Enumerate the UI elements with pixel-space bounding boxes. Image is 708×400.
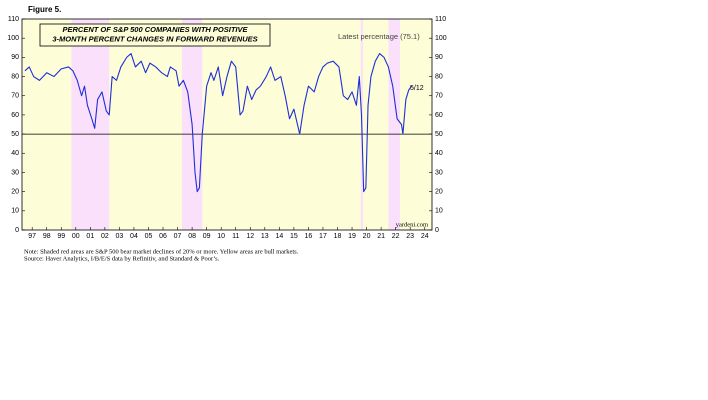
note: Source: Haver Analytics, I/B/E/S data by… (24, 255, 220, 262)
x-tick-label: 19 (348, 233, 356, 240)
x-tick-label: 23 (406, 233, 414, 240)
chart-title: 3-MONTH PERCENT CHANGES IN FORWARD REVEN… (52, 34, 257, 43)
x-tick-label: 06 (159, 233, 167, 240)
y-tick-label: 0 (15, 227, 19, 234)
y-tick-label: 110 (8, 16, 19, 23)
title-box (39, 23, 271, 47)
chart-title: PERCENT OF S&P 500 COMPANIES WITH POSITI… (62, 25, 248, 34)
y2-tick-label: 50 (435, 131, 443, 138)
bear-markets (388, 19, 401, 230)
annotation: Latest percentage (75.1) (338, 32, 420, 41)
bull-markets (22, 19, 72, 230)
y-tick-label: 80 (11, 73, 19, 80)
x-tick-label: 03 (116, 233, 124, 240)
bull-markets (400, 19, 432, 230)
x-tick-label: 21 (377, 233, 385, 240)
x-tick-label: 18 (334, 233, 342, 240)
x-tick-label: 01 (86, 233, 94, 240)
y-tick-label: 20 (11, 188, 19, 195)
y2-tick-label: 70 (435, 93, 443, 100)
y2-tick-label: 90 (435, 54, 443, 61)
y-tick-label: 50 (11, 131, 19, 138)
x-tick-label: 22 (392, 233, 400, 240)
y-tick-label: 60 (11, 112, 19, 119)
x-tick-label: 07 (174, 233, 182, 240)
x-tick-label: 16 (305, 233, 313, 240)
annotation: 5/12 (410, 85, 424, 92)
bull-markets (109, 19, 182, 230)
y-tick-label: 10 (11, 208, 19, 215)
y2-tick-label: 30 (435, 169, 443, 176)
series-line (24, 52, 413, 193)
y2-tick-label: 40 (435, 150, 443, 157)
x-tick-label: 14 (275, 233, 283, 240)
bull-markets (362, 19, 389, 230)
x-tick-label: 08 (188, 233, 196, 240)
bull-markets (202, 19, 361, 230)
x-tick-label: 17 (319, 233, 327, 240)
annotation: yardeni.com (396, 221, 428, 228)
note: Note: Shaded red areas are S&P 500 bear … (24, 248, 299, 255)
y-tick-label: 100 (7, 35, 19, 42)
x-tick-label: 00 (72, 233, 80, 240)
y2-tick-label: 110 (435, 16, 446, 23)
x-tick-label: 05 (145, 233, 153, 240)
bands (22, 19, 432, 230)
y2-tick-label: 10 (435, 208, 443, 215)
y-tick-label: 40 (11, 150, 19, 157)
frame (21, 18, 433, 231)
x-tick-label: 15 (290, 233, 298, 240)
y2-tick-label: 20 (435, 188, 443, 195)
y-tick-label: 70 (11, 93, 19, 100)
x-tick-label: 10 (217, 233, 225, 240)
x-tick-label: 13 (261, 233, 269, 240)
bear-markets (71, 19, 110, 230)
x-tick-label: 11 (232, 233, 239, 240)
x-tick-label: 12 (246, 233, 254, 240)
x-tick-label: 99 (57, 233, 65, 240)
y2-tick-label: 80 (435, 73, 443, 80)
x-tick-label: 98 (43, 233, 51, 240)
x-tick-label: 97 (28, 233, 36, 240)
y-tick-label: 90 (11, 54, 19, 61)
x-tick-label: 04 (130, 233, 138, 240)
y-tick-label: 30 (11, 169, 19, 176)
y2-tick-label: 100 (435, 35, 447, 42)
figure-label: Figure 5. (28, 5, 61, 14)
y2-tick-label: 0 (435, 227, 439, 234)
x-tick-label: 24 (421, 233, 429, 240)
x-tick-label: 02 (101, 233, 109, 240)
x-tick-label: 09 (203, 233, 211, 240)
y2-tick-label: 60 (435, 112, 443, 119)
x-tick-label: 20 (363, 233, 371, 240)
